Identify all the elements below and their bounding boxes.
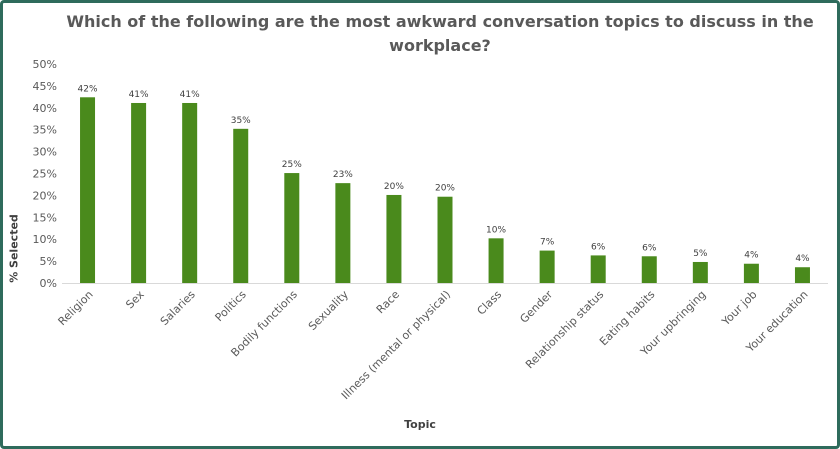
y-axis-label: % Selected (7, 214, 21, 283)
y-tick-label: 15% (33, 211, 57, 224)
data-label: 4% (795, 254, 810, 264)
data-label: 35% (231, 116, 251, 126)
bar (233, 128, 249, 283)
y-tick-label: 5% (40, 255, 57, 268)
data-label: 7% (540, 238, 555, 248)
data-label: 10% (486, 225, 506, 235)
data-label: 25% (282, 160, 302, 170)
data-label: 20% (435, 184, 455, 194)
data-label: 41% (129, 90, 149, 100)
data-label: 4% (744, 251, 759, 261)
bar (437, 196, 453, 283)
y-tick-label: 0% (40, 277, 57, 290)
x-tick-label: Gender (517, 288, 555, 326)
y-tick-label: 45% (33, 80, 57, 93)
bar (386, 194, 402, 283)
bar (590, 255, 606, 283)
x-tick-label: Your job (719, 288, 760, 329)
x-tick-label: Race (374, 288, 402, 316)
data-label: 6% (642, 243, 657, 253)
x-tick-label: Class (475, 288, 505, 318)
data-label: 6% (591, 242, 606, 252)
y-tick-label: 25% (33, 168, 57, 181)
y-tick-label: 50% (33, 58, 57, 71)
bar (488, 238, 504, 283)
chart-title: Which of the following are the most awkw… (66, 12, 814, 55)
bar (641, 256, 657, 283)
bar (794, 267, 810, 283)
x-tick-label: Illness (mental or physical) (339, 288, 453, 402)
y-tick-label: 30% (33, 146, 57, 159)
x-tick-label: Salaries (158, 288, 198, 328)
x-axis-label: Topic (404, 418, 436, 431)
data-label: 23% (333, 170, 353, 180)
data-label: 20% (384, 182, 404, 192)
bar (131, 102, 147, 284)
bar (284, 173, 300, 283)
bar (539, 250, 555, 283)
y-tick-label: 40% (33, 102, 57, 115)
data-label: 41% (180, 90, 200, 100)
bar (743, 263, 759, 283)
bar (692, 261, 708, 283)
y-tick-label: 10% (33, 233, 57, 246)
y-tick-label: 20% (33, 189, 57, 202)
x-tick-label: Religion (56, 288, 96, 328)
x-tick-label: Sex (123, 288, 147, 312)
x-tick-label: Politics (213, 288, 249, 324)
data-label: 5% (693, 249, 708, 259)
bar (182, 102, 198, 284)
bar (80, 97, 96, 284)
data-label: 42% (78, 84, 98, 94)
bar (335, 183, 351, 283)
x-tick-label: Sexuality (306, 288, 351, 333)
y-tick-label: 35% (33, 124, 57, 137)
